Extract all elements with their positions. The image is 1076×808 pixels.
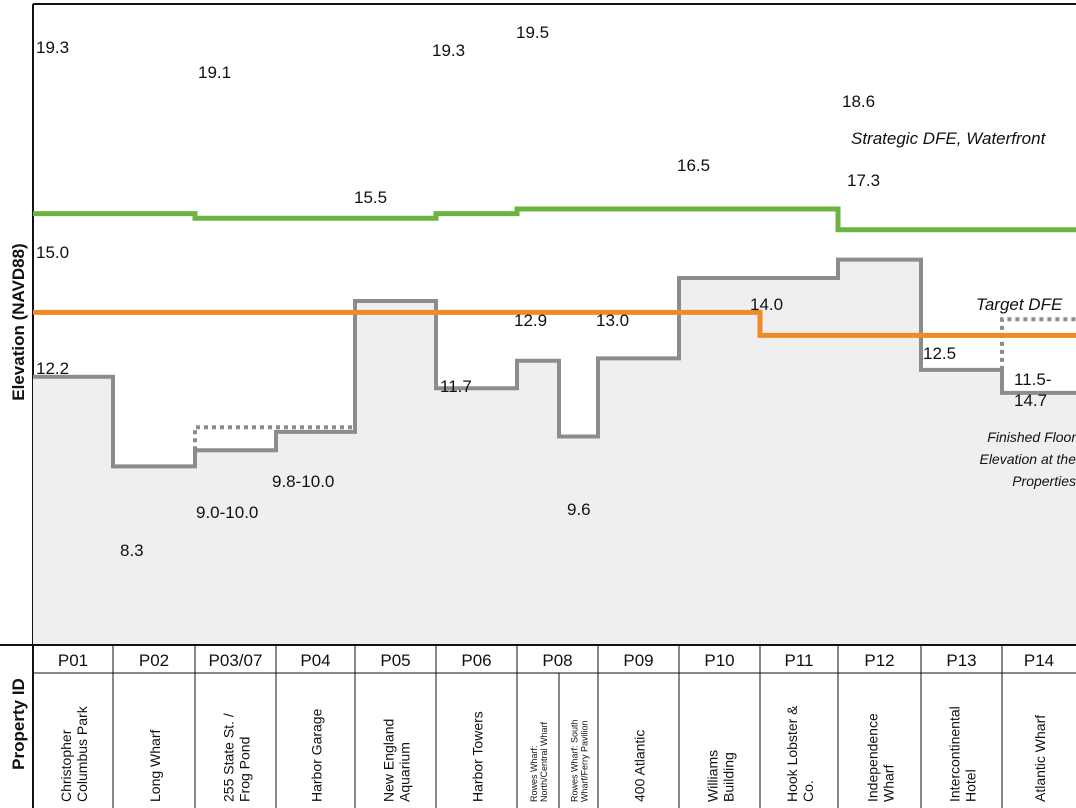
property-id: P10 xyxy=(704,651,734,670)
data-label: 19.1 xyxy=(198,63,231,82)
floor-elevation-line xyxy=(33,257,1076,469)
target-dfe-annotation: Target DFE xyxy=(976,295,1063,314)
data-label: 19.3 xyxy=(36,38,69,57)
property-name: Wharf xyxy=(881,765,897,802)
property-name: Wharf/Ferry Pavilion xyxy=(580,720,590,802)
data-label: 18.6 xyxy=(842,92,875,111)
strategic-dfe-annotation: Strategic DFE, Waterfront xyxy=(851,129,1047,148)
data-label: 9.6 xyxy=(567,500,591,519)
data-label: 19.3 xyxy=(432,41,465,60)
data-label: 17.3 xyxy=(847,171,880,190)
property-name: Co. xyxy=(800,780,816,802)
property-name: Long Wharf xyxy=(147,730,163,802)
property-name: New England xyxy=(381,719,397,802)
row-header-label: Property ID xyxy=(9,678,28,770)
data-label: 16.5 xyxy=(677,156,710,175)
property-name: Building xyxy=(721,752,737,802)
data-label: 12.5 xyxy=(923,344,956,363)
range-dotted-line xyxy=(1000,317,1076,370)
data-label: 11.5- xyxy=(1014,370,1052,389)
strategic-dfe-line xyxy=(33,206,1076,233)
data-label: 14.0 xyxy=(750,295,783,314)
data-label: 12.9 xyxy=(514,311,547,330)
property-table: P01 Christopher Columbus Park P02 Long Wharf… xyxy=(58,645,1054,808)
property-name: Rowes Wharf: South xyxy=(570,719,580,802)
property-id: P13 xyxy=(946,651,976,670)
floor-elevation-annotation: Elevation at the xyxy=(979,451,1076,467)
property-id: P04 xyxy=(300,651,330,670)
data-label: 8.3 xyxy=(120,541,144,560)
data-label: 9.8-10.0 xyxy=(272,472,334,491)
property-id: P03/07 xyxy=(209,651,263,670)
floor-area xyxy=(33,259,1076,645)
data-label: 15.0 xyxy=(36,243,69,262)
data-label: 15.5 xyxy=(354,188,387,207)
data-label: 9.0-10.0 xyxy=(196,503,258,522)
data-label: 14.7 xyxy=(1014,391,1047,410)
property-id: P11 xyxy=(785,651,814,670)
property-name: Hook Lobster & xyxy=(784,705,800,802)
data-labels: 19.3 19.1 19.3 19.5 18.6 15.0 14.0 12.2 8.3 9.0-1… xyxy=(36,23,1052,560)
property-name: Aquarium xyxy=(397,742,413,802)
data-label: 13.0 xyxy=(596,311,629,330)
data-label: 12.2 xyxy=(36,359,69,378)
property-id: P08 xyxy=(542,651,572,670)
series-annotations: Strategic DFE, Waterfront Target DFE Finis… xyxy=(851,129,1076,489)
property-id: P01 xyxy=(58,651,88,670)
property-name: Williams xyxy=(705,750,721,802)
property-name: Christopher xyxy=(58,729,74,802)
property-name: Intercontinental xyxy=(947,706,963,802)
property-id: P12 xyxy=(864,651,894,670)
property-name: Atlantic Wharf xyxy=(1032,715,1048,802)
floor-area-fill xyxy=(33,259,1076,645)
property-id: P02 xyxy=(139,651,169,670)
property-name: Independence xyxy=(865,713,881,802)
property-name: Hotel xyxy=(963,769,979,802)
property-id: P14 xyxy=(1024,651,1054,670)
property-name: 400 Atlantic xyxy=(632,730,648,802)
property-name: Frog Pond xyxy=(237,737,253,802)
series-lines xyxy=(33,206,1076,469)
floor-elevation-annotation: Finished Floor xyxy=(987,429,1076,445)
property-name: Harbor Garage xyxy=(309,708,325,802)
property-name: 255 State St. / xyxy=(221,713,237,802)
property-id: P05 xyxy=(380,651,410,670)
data-label: 11.7 xyxy=(440,377,472,396)
floor-elevation-annotation: Properties xyxy=(1012,473,1076,489)
data-label: 19.5 xyxy=(516,23,549,42)
property-name: Rowes Wharf: xyxy=(529,745,539,802)
y-axis-title: Elevation (NAVD88) xyxy=(9,243,28,400)
target-dfe-line xyxy=(33,309,1076,338)
property-id: P06 xyxy=(461,651,491,670)
property-id: P09 xyxy=(623,651,653,670)
property-name: Columbus Park xyxy=(74,705,90,802)
property-name: North/Central Wharf xyxy=(539,721,549,802)
property-name: Harbor Towers xyxy=(470,711,486,802)
